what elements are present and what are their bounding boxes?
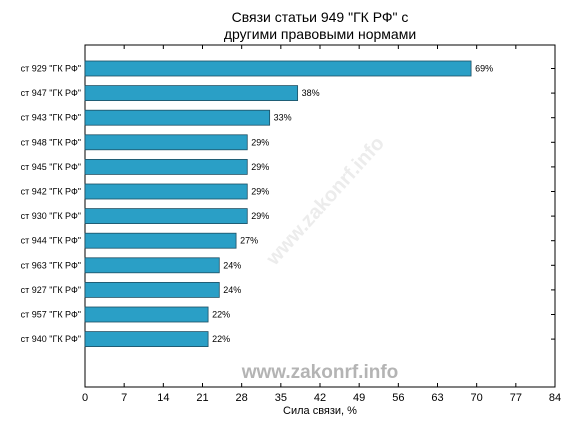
category-label: ст 963 "ГК РФ" [21,260,81,270]
bar [84,109,271,126]
bar [84,60,472,77]
category-label: ст 945 "ГК РФ" [21,162,81,172]
value-label: 27% [240,236,258,246]
value-label: 29% [251,137,269,147]
value-label: 22% [212,334,230,344]
x-tick-label: 49 [353,392,365,404]
x-tick-label: 35 [275,392,287,404]
value-label: 29% [251,211,269,221]
x-tick-label: 84 [549,392,561,404]
category-label: ст 940 "ГК РФ" [21,334,81,344]
bar [84,134,248,151]
bar [84,183,248,200]
x-tick-label: 28 [236,392,248,404]
x-tick-label: 14 [157,392,169,404]
bar [84,208,248,225]
value-label: 29% [251,162,269,172]
value-label: 69% [475,64,493,74]
x-tick-label: 7 [121,392,127,404]
plot-area: 0 7 14 21 28 35 42 49 56 63 70 77 84 ст 929 "ГК РФ" 69… [21,44,561,404]
category-label: ст 943 "ГК РФ" [21,113,81,123]
bar [84,281,220,298]
bar [84,306,209,323]
category-label: ст 927 "ГК РФ" [21,285,81,295]
watermark-text: www.zakonrf.info [241,362,399,383]
value-label: 33% [274,113,292,123]
bar [84,232,237,249]
watermark-diagonal: www.zakonrf.info [262,132,389,270]
value-label: 22% [212,310,230,320]
bar [84,85,299,101]
category-label: ст 930 "ГК РФ" [21,211,81,221]
chart-title-line-2: другими правовыми нормами [224,26,416,42]
x-tick-label: 77 [510,392,522,404]
value-label: 38% [302,88,320,98]
category-label: ст 947 "ГК РФ" [21,88,81,98]
x-tick-label: 63 [431,392,443,404]
x-tick-label: 70 [471,392,483,404]
value-label: 24% [223,285,241,295]
category-label: ст 944 "ГК РФ" [21,236,81,246]
x-tick-label: 56 [392,392,404,404]
category-label: ст 948 "ГК РФ" [21,137,81,147]
x-tick-label: 21 [196,392,208,404]
bar [84,331,209,348]
category-label: ст 929 "ГК РФ" [21,64,81,74]
category-label: ст 957 "ГК РФ" [21,310,81,320]
bar [84,158,248,175]
value-label: 29% [251,187,269,197]
value-label: 24% [223,260,241,270]
bar [84,257,220,274]
chart-title: Связи статьи 949 "ГК РФ" с другими право… [224,9,416,42]
x-tick-label: 0 [82,392,88,404]
x-axis-label: Сила связи, % [283,405,357,417]
chart-title-line-1: Связи статьи 949 "ГК РФ" с [232,9,409,25]
category-label: ст 942 "ГК РФ" [21,187,81,197]
x-tick-label: 42 [314,392,326,404]
